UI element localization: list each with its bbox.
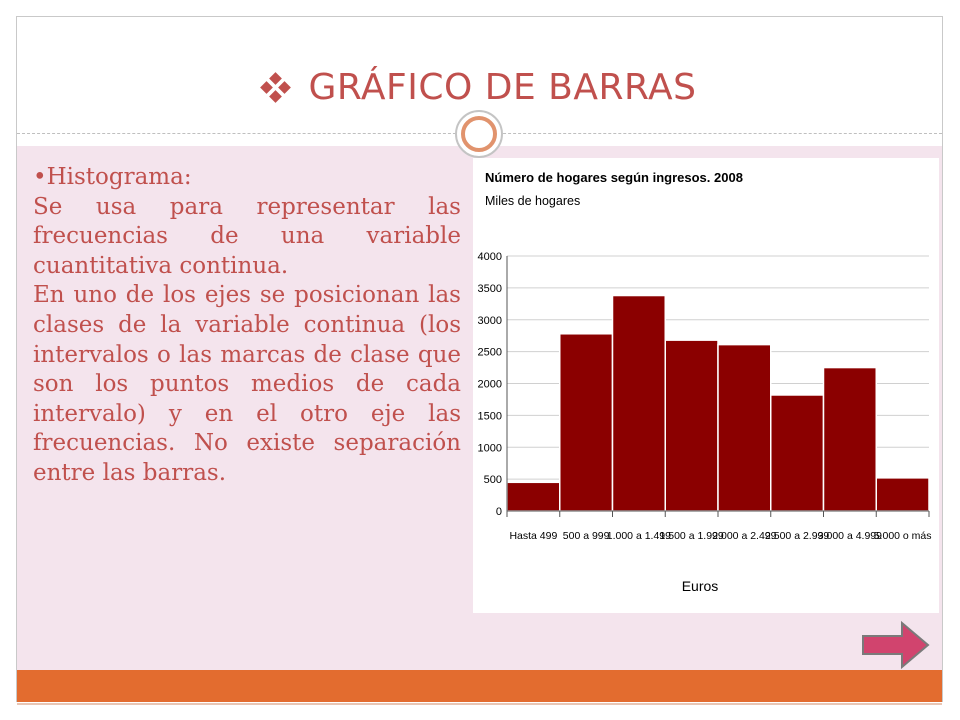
title-area: GRÁFICO DE BARRAS	[17, 17, 942, 133]
bars	[506, 294, 930, 512]
y-tick-label: 1000	[478, 442, 502, 454]
y-tick-label: 2000	[478, 379, 502, 391]
text-block: •Histograma: Se usa para representar las…	[33, 163, 461, 489]
x-tick-label: 500 a 999	[563, 530, 610, 542]
x-tick-label: 2.500 a 2.999	[765, 530, 829, 542]
x-tick-label: 1.500 a 1.999	[660, 530, 724, 542]
ring-ornament-icon	[455, 110, 503, 158]
slide-title-row: GRÁFICO DE BARRAS	[17, 67, 942, 108]
y-tick-label: 1500	[478, 410, 502, 422]
x-tick-label: 1.000 a 1.499	[607, 530, 671, 542]
bar	[611, 294, 666, 512]
chart-subtitle: Miles de hogares	[485, 194, 580, 208]
x-tick-label: 2.000 a 2.499	[712, 530, 776, 542]
paragraph-definition: Se usa para representar las frecuencias …	[33, 193, 461, 279]
y-tick-label: 2500	[478, 347, 502, 359]
right-arrow-icon	[862, 620, 930, 670]
y-tick-label: 500	[484, 474, 502, 486]
y-tick-label: 3500	[478, 283, 502, 295]
bar	[664, 339, 719, 512]
next-slide-button[interactable]	[860, 620, 932, 670]
footer-line	[17, 703, 942, 705]
x-tick-label: 5.000 o más	[874, 530, 932, 542]
bar	[875, 477, 930, 512]
paragraph-description: En uno de los ejes se posicionan las cla…	[33, 282, 461, 486]
bar	[559, 333, 614, 512]
bar	[717, 343, 772, 512]
x-axis-label: Euros	[682, 578, 719, 594]
diamond-bullet-icon	[260, 72, 292, 103]
bar	[506, 481, 561, 512]
y-tick-labels: 0 500 1000 1500 2000 2500 3000 3500 4000	[478, 251, 502, 518]
histogram-chart: Número de hogares según ingresos. 2008 M…	[473, 158, 939, 613]
slide-title: GRÁFICO DE BARRAS	[308, 67, 697, 108]
footer-bar	[17, 670, 942, 702]
y-tick-label: 0	[496, 506, 502, 518]
x-tick-label: Hasta 499	[509, 530, 557, 542]
chart-title: Número de hogares según ingresos. 2008	[485, 170, 743, 185]
bar	[822, 366, 877, 512]
heading-histograma: •Histograma:	[33, 164, 192, 190]
histogram-svg: Número de hogares según ingresos. 2008 M…	[478, 170, 932, 594]
axes	[506, 256, 930, 517]
y-tick-label: 4000	[478, 251, 502, 263]
bar	[770, 394, 825, 512]
y-tick-label: 3000	[478, 315, 502, 327]
x-tick-label: 3.000 a 4.999	[818, 530, 882, 542]
